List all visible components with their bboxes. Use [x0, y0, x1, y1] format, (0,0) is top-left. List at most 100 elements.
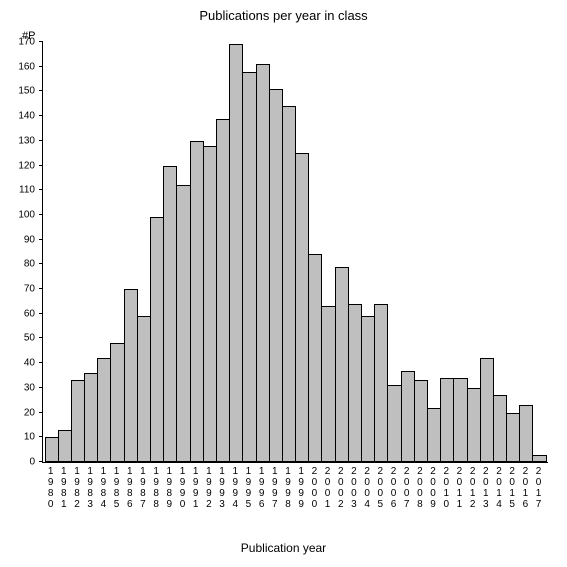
bar: [256, 64, 270, 462]
bar: [110, 343, 124, 462]
bar: [176, 185, 190, 462]
y-tick-mark: [39, 41, 43, 42]
bar: [203, 146, 217, 462]
x-tick-label: 2002: [334, 466, 347, 510]
x-tick-label: 1994: [229, 466, 242, 510]
bar: [269, 89, 283, 462]
y-tick-mark: [39, 214, 43, 215]
x-tick-label: 1988: [150, 466, 163, 510]
x-tick-label: 2000: [308, 466, 321, 510]
bar: [387, 385, 401, 462]
chart-container: Publications per year in class #P 010203…: [0, 0, 567, 567]
y-tick-mark: [39, 436, 43, 437]
y-tick-mark: [39, 337, 43, 338]
x-tick-label: 2006: [387, 466, 400, 510]
x-tick-label: 2008: [413, 466, 426, 510]
bar: [295, 153, 309, 462]
x-tick-label: 1999: [295, 466, 308, 510]
x-tick-label: 1997: [268, 466, 281, 510]
bar: [242, 72, 256, 462]
bar: [506, 413, 520, 462]
x-tick-label: 2010: [440, 466, 453, 510]
bar: [71, 380, 85, 462]
bar: [348, 304, 362, 462]
bar: [308, 254, 322, 462]
y-tick-label: 170: [18, 37, 43, 48]
y-tick-label: 40: [24, 358, 43, 369]
bar: [467, 388, 481, 462]
y-tick-label: 70: [24, 284, 43, 295]
bar: [190, 141, 204, 462]
bar: [84, 373, 98, 462]
x-tick-label: 2015: [506, 466, 519, 510]
y-tick-mark: [39, 115, 43, 116]
y-tick-label: 120: [18, 160, 43, 171]
x-tick-label: 2005: [374, 466, 387, 510]
bar: [282, 106, 296, 462]
bar: [58, 430, 72, 462]
x-tick-label: 1991: [189, 466, 202, 510]
bar: [150, 217, 164, 462]
x-tick-label: 2013: [479, 466, 492, 510]
x-tick-label: 1992: [202, 466, 215, 510]
y-tick-mark: [39, 165, 43, 166]
y-tick-label: 160: [18, 61, 43, 72]
x-tick-label: 1990: [176, 466, 189, 510]
y-tick-mark: [39, 387, 43, 388]
x-tick-label: 2011: [453, 466, 466, 510]
x-tick-label: 1987: [136, 466, 149, 510]
bar: [321, 306, 335, 462]
bar: [519, 405, 533, 462]
x-axis-ticks: 1980198119821983198419851986198719881989…: [44, 466, 545, 510]
y-tick-mark: [39, 66, 43, 67]
y-tick-label: 80: [24, 259, 43, 270]
bar: [374, 304, 388, 462]
y-tick-label: 10: [24, 432, 43, 443]
y-tick-mark: [39, 239, 43, 240]
y-tick-label: 110: [19, 185, 43, 196]
y-tick-mark: [39, 140, 43, 141]
x-tick-label: 2003: [347, 466, 360, 510]
bar: [414, 380, 428, 462]
x-tick-label: 1985: [110, 466, 123, 510]
bar: [480, 358, 494, 462]
bars-group: [45, 42, 546, 462]
y-tick-mark: [39, 461, 43, 462]
y-tick-label: 150: [18, 86, 43, 97]
y-tick-mark: [39, 263, 43, 264]
bar: [427, 408, 441, 462]
bar: [137, 316, 151, 462]
x-tick-label: 1998: [281, 466, 294, 510]
bar: [216, 119, 230, 462]
bar: [163, 166, 177, 462]
x-tick-label: 1984: [97, 466, 110, 510]
bar: [97, 358, 111, 462]
x-tick-label: 1989: [163, 466, 176, 510]
bar: [440, 378, 454, 462]
x-tick-label: 2009: [426, 466, 439, 510]
chart-title: Publications per year in class: [0, 8, 567, 23]
x-tick-label: 2004: [361, 466, 374, 510]
y-tick-mark: [39, 412, 43, 413]
bar: [229, 44, 243, 462]
x-tick-label: 2007: [400, 466, 413, 510]
x-axis-label: Publication year: [0, 541, 567, 555]
bar: [401, 371, 415, 462]
bar: [335, 267, 349, 462]
y-tick-label: 30: [24, 382, 43, 393]
y-tick-label: 20: [24, 407, 43, 418]
y-tick-label: 130: [18, 135, 43, 146]
x-tick-label: 1986: [123, 466, 136, 510]
bar: [124, 289, 138, 462]
x-tick-label: 2016: [519, 466, 532, 510]
bar: [532, 455, 546, 462]
bar: [361, 316, 375, 462]
x-tick-label: 2012: [466, 466, 479, 510]
bar: [493, 395, 507, 462]
bar: [45, 437, 59, 462]
y-tick-label: 0: [29, 457, 43, 468]
x-tick-label: 1980: [44, 466, 57, 510]
x-tick-label: 1981: [57, 466, 70, 510]
y-tick-mark: [39, 313, 43, 314]
y-tick-label: 90: [24, 234, 43, 245]
